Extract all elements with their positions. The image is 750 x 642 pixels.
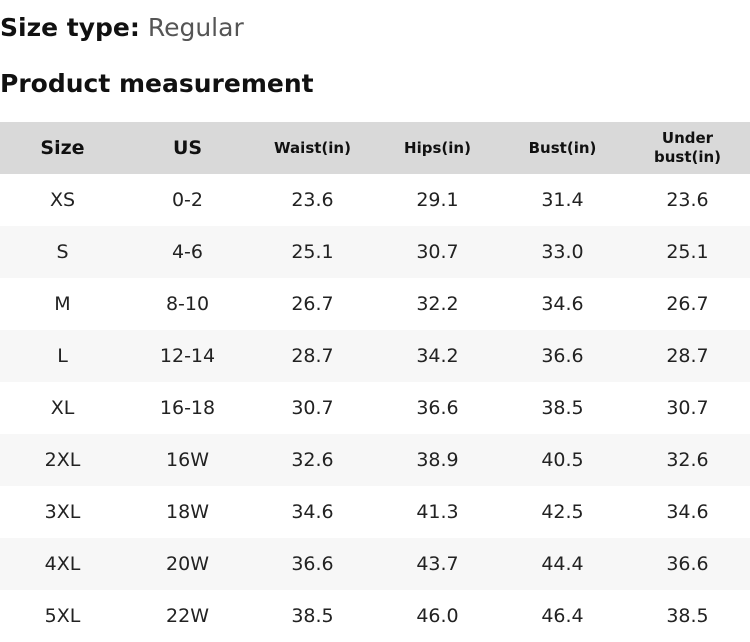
table-cell: 3XL [44, 501, 81, 523]
table-cell: 36.6 [416, 397, 459, 419]
table-row: 5XL 22W 38.5 46.0 46.4 38.5 [0, 590, 750, 642]
table-cell: 28.7 [625, 330, 750, 382]
table-cell: 42.5 [541, 501, 584, 523]
table-cell: 28.7 [250, 330, 375, 382]
table-cell: XS [49, 189, 76, 211]
table-cell: 20W [125, 538, 250, 590]
table-cell: 36.6 [500, 330, 625, 382]
table-cell: 34.6 [666, 501, 709, 523]
header-text: Under bust(in) [653, 129, 722, 166]
table-cell: 4-6 [125, 226, 250, 278]
table-row: S 4-6 25.1 30.7 33.0 25.1 [0, 226, 750, 278]
table-cell: 44.4 [500, 538, 625, 590]
table-cell: 29.1 [416, 189, 459, 211]
size-type: Size type: Regular [0, 10, 244, 46]
measurement-table: Size US Waist(in) Hips(in) Bust(in) Under bus… [0, 122, 750, 642]
table-row: 3XL 18W 34.6 41.3 42.5 34.6 [0, 486, 750, 538]
section-title: Product measurement [0, 69, 314, 98]
table-cell: 41.3 [416, 501, 459, 523]
table-cell: S [0, 226, 125, 278]
table-cell: 0-2 [171, 189, 204, 211]
table-cell: 22W [166, 605, 209, 627]
table-cell: 30.7 [666, 397, 709, 419]
table-cell: 33.0 [500, 226, 625, 278]
table-cell: 38.5 [291, 605, 334, 627]
table-cell: 30.7 [375, 226, 500, 278]
table-cell: 32.6 [625, 434, 750, 486]
header-row: Size US Waist(in) Hips(in) Bust(in) Under bus… [0, 122, 750, 174]
table-cell: 43.7 [375, 538, 500, 590]
header-text: Size [40, 136, 85, 159]
header-text: Bust(in) [528, 138, 597, 157]
table-cell: 32.6 [250, 434, 375, 486]
table-cell: 46.0 [416, 605, 459, 627]
table-cell: 18W [166, 501, 209, 523]
table-cell: 5XL [44, 605, 81, 627]
header-cell: Hips(in) [375, 122, 500, 174]
table-cell: 30.7 [291, 397, 334, 419]
table-cell: 12-14 [125, 330, 250, 382]
size-type-value: Regular [147, 13, 244, 42]
table-cell: 31.4 [541, 189, 584, 211]
header-cell: Size [0, 122, 125, 174]
table-row: 4XL 20W 36.6 43.7 44.4 36.6 [0, 538, 750, 590]
table-cell: 23.6 [291, 189, 334, 211]
table-cell: 4XL [0, 538, 125, 590]
table-cell: 38.5 [541, 397, 584, 419]
header-text: Hips(in) [404, 138, 471, 157]
table-cell: 34.2 [375, 330, 500, 382]
table-cell: 25.1 [625, 226, 750, 278]
table-cell: 8-10 [165, 293, 210, 315]
header-cell: US [125, 122, 250, 174]
table-cell: 38.5 [666, 605, 709, 627]
size-type-label: Size type: [0, 13, 140, 42]
table-cell: 25.1 [250, 226, 375, 278]
header-text: US [172, 136, 203, 159]
table-cell: 46.4 [541, 605, 584, 627]
table-row: M 8-10 26.7 32.2 34.6 26.7 [0, 278, 750, 330]
table-body: XS 0-2 23.6 29.1 31.4 23.6 S 4-6 25.1 30.7 33.0 25.… [0, 174, 750, 642]
header-cell: Waist(in) [250, 122, 375, 174]
header-cell: Bust(in) [500, 122, 625, 174]
header-text: Waist(in) [274, 138, 351, 157]
table-cell: 36.6 [250, 538, 375, 590]
table-row: XS 0-2 23.6 29.1 31.4 23.6 [0, 174, 750, 226]
table-cell: 40.5 [500, 434, 625, 486]
table-cell: XL [50, 397, 75, 419]
table-row: L 12-14 28.7 34.2 36.6 28.7 [0, 330, 750, 382]
table-cell: 2XL [0, 434, 125, 486]
table-cell: M [54, 293, 71, 315]
table-cell: 26.7 [666, 293, 709, 315]
header-cell: Under bust(in) [625, 122, 750, 174]
table-cell: 32.2 [416, 293, 459, 315]
table-cell: 16W [125, 434, 250, 486]
table-cell: 16-18 [159, 397, 216, 419]
table-cell: 34.6 [291, 501, 334, 523]
table-cell: 23.6 [666, 189, 709, 211]
table-cell: 38.9 [375, 434, 500, 486]
table-row: XL 16-18 30.7 36.6 38.5 30.7 [0, 382, 750, 434]
table-cell: L [0, 330, 125, 382]
table-cell: 26.7 [291, 293, 334, 315]
table-row: 2XL 16W 32.6 38.9 40.5 32.6 [0, 434, 750, 486]
table-cell: 34.6 [541, 293, 584, 315]
table-cell: 36.6 [625, 538, 750, 590]
